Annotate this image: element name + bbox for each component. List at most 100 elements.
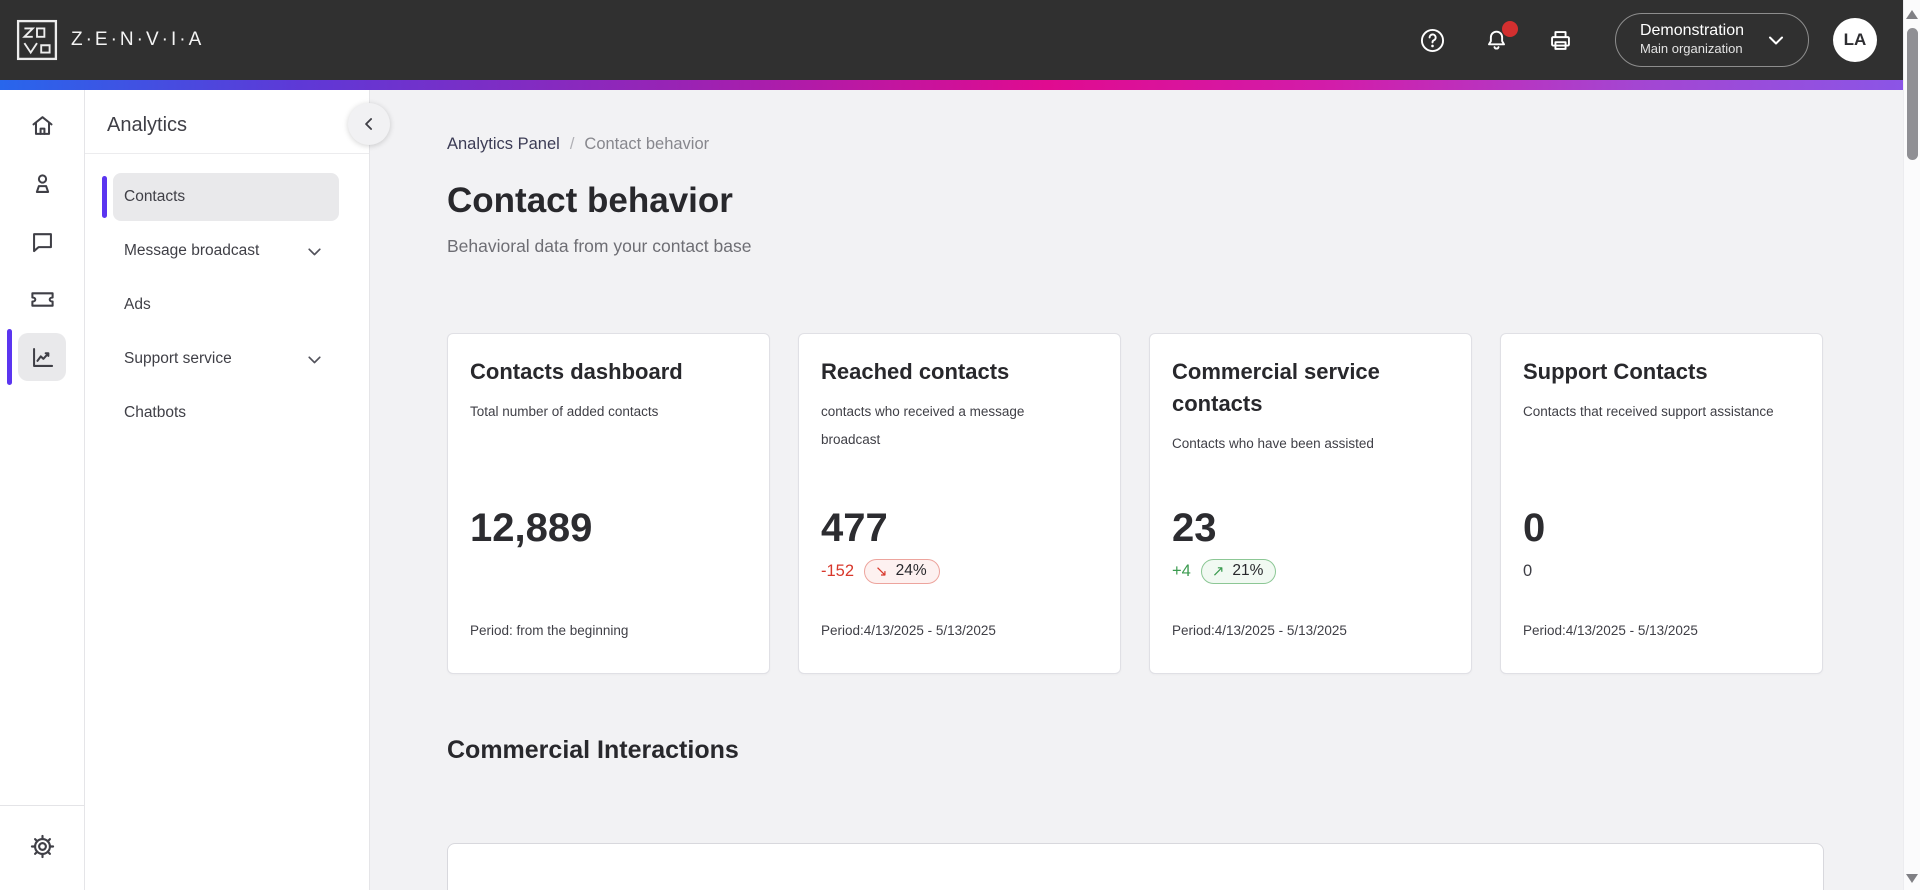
card-spacer: [1523, 426, 1800, 507]
card-period: Period:4/13/2025 - 5/13/2025: [1172, 622, 1347, 638]
notification-badge: [1501, 21, 1518, 37]
person-icon: [35, 173, 49, 193]
home-icon: [31, 115, 53, 135]
topbar: Z·E·N·V·I·A: [0, 0, 1903, 80]
sidebar-menu: Contacts Message broadcast Ads Support serv…: [85, 154, 369, 437]
kpi-card-support-contacts: Support Contacts Contacts that received s…: [1500, 333, 1823, 674]
chevron-left-icon: [365, 118, 372, 130]
page-title: Contact behavior: [447, 181, 733, 220]
collapse-sidebar-button[interactable]: [348, 103, 390, 145]
analytics-sidebar: Analytics Contacts Message broadcast Ads Su…: [85, 90, 390, 890]
card-delta-row: +4 ↗ 21%: [1172, 557, 1449, 587]
card-delta-row: [470, 557, 747, 587]
card-delta: +4: [1172, 562, 1191, 580]
zenvia-logo-icon: [16, 19, 58, 61]
card-delta: -152: [821, 562, 855, 580]
org-name: Demonstration: [1639, 22, 1744, 40]
org-selector[interactable]: Demonstration Main organization: [1614, 13, 1809, 67]
chevron-down-icon: [1769, 36, 1783, 44]
card-value: 12,889: [470, 505, 593, 550]
card-title: Contacts dashboard: [470, 359, 683, 384]
commercial-interactions-card: [447, 843, 1824, 890]
sidebar-item-label: Contacts: [124, 188, 186, 205]
print-button[interactable]: [1547, 26, 1575, 54]
sidebar-item-label: Support service: [124, 350, 232, 367]
breadcrumb-separator: /: [569, 135, 575, 153]
card-description: contacts who received a message broadcas…: [821, 403, 1025, 448]
card-spacer: [470, 426, 747, 507]
trend-up-arrow-icon: ↗: [1211, 562, 1225, 580]
card-period: Period:4/13/2025 - 5/13/2025: [1523, 622, 1698, 638]
card-spacer: [1172, 458, 1449, 507]
ticket-icon: [30, 291, 54, 307]
kpi-card-contacts-dashboard: Contacts dashboard Total number of added …: [447, 333, 770, 674]
scrollbar-down-arrow[interactable]: [1906, 874, 1918, 883]
breadcrumb-current: Contact behavior: [584, 135, 710, 153]
help-button[interactable]: [1419, 26, 1447, 54]
brand-gradient-bar: [0, 80, 1903, 90]
org-selector-text: Demonstration Main organization: [1640, 21, 1744, 57]
trend-badge: ↘ 24%: [864, 559, 940, 584]
brand-name: Z·E·N·V·I·A: [71, 29, 205, 50]
sidebar-divider: [85, 153, 369, 154]
gear-icon: [30, 834, 54, 858]
printer-icon: [1551, 30, 1571, 50]
card-period: Period:4/13/2025 - 5/13/2025: [821, 622, 996, 638]
card-title: Support Contacts: [1523, 359, 1708, 384]
card-description: Total number of added contacts: [470, 403, 659, 419]
sidebar-item-label: Message broadcast: [124, 242, 260, 259]
sidebar-item-message-broadcast[interactable]: Message broadcast: [113, 227, 339, 275]
avatar[interactable]: LA: [1833, 18, 1877, 62]
card-title: Reached contacts: [821, 359, 1010, 384]
topbar-actions: Demonstration Main organization LA: [1383, 13, 1877, 67]
help-icon: [1421, 28, 1445, 52]
scrollbar-thumb[interactable]: [1906, 28, 1918, 160]
org-subtitle: Main organization: [1639, 41, 1743, 57]
rail-footer: [0, 805, 84, 890]
section-heading: Commercial Interactions: [447, 736, 739, 764]
card-delta: 0: [1523, 562, 1533, 580]
card-value: 23: [1172, 505, 1217, 550]
icon-rail: [0, 90, 85, 890]
card-value: 0: [1523, 505, 1546, 550]
page-subtitle: Behavioral data from your contact base: [447, 236, 752, 256]
card-period: Period: from the beginning: [470, 622, 629, 638]
trend-badge: ↗ 21%: [1200, 559, 1277, 584]
sidebar-title: Analytics: [107, 114, 188, 136]
sidebar-item-label: Chatbots: [124, 404, 187, 421]
sidebar-item-ads[interactable]: Ads: [113, 281, 339, 329]
rail-item-conversations[interactable]: [18, 217, 66, 265]
brand: Z·E·N·V·I·A: [16, 19, 204, 61]
trend-percent: 24%: [895, 562, 927, 579]
card-delta-row: 0: [1523, 557, 1800, 587]
card-delta-row: -152 ↘ 24%: [821, 557, 1098, 587]
card-spacer: [821, 455, 1098, 508]
content: Analytics Panel / Contact behavior Conta…: [370, 90, 1903, 890]
trend-down-arrow-icon: ↘: [875, 562, 888, 580]
rail-item-analytics[interactable]: [7, 329, 66, 385]
card-title: Commercial service contacts: [1172, 359, 1380, 416]
sidebar-item-contacts[interactable]: Contacts: [102, 173, 339, 221]
chevron-down-icon: [308, 355, 321, 363]
rail-item-settings[interactable]: [18, 822, 66, 870]
notifications-button[interactable]: [1483, 21, 1518, 54]
line-chart-icon: [32, 347, 53, 367]
rail-item-tickets[interactable]: [18, 275, 66, 323]
scrollbar: [1903, 0, 1920, 890]
sidebar-item-chatbots[interactable]: Chatbots: [113, 389, 339, 437]
scrollbar-up-arrow[interactable]: [1906, 10, 1918, 19]
sidebar-item-support-service[interactable]: Support service: [113, 335, 339, 383]
kpi-cards-row: Contacts dashboard Total number of added …: [447, 333, 1824, 674]
trend-percent: 21%: [1232, 562, 1264, 579]
chevron-down-icon: [308, 247, 321, 255]
kpi-card-reached-contacts: Reached contacts contacts who received a …: [798, 333, 1121, 674]
breadcrumb-parent-link[interactable]: Analytics Panel: [447, 135, 560, 153]
kpi-card-commercial-service-contacts: Commercial service contacts Contacts who …: [1149, 333, 1472, 674]
sidebar-item-label: Ads: [124, 296, 151, 313]
card-description: Contacts that received support assistanc…: [1523, 403, 1774, 419]
bell-icon: [1488, 30, 1506, 49]
rail-item-contacts[interactable]: [18, 159, 66, 207]
rail-item-home[interactable]: [18, 101, 66, 149]
breadcrumb: Analytics Panel / Contact behavior: [447, 135, 1824, 154]
